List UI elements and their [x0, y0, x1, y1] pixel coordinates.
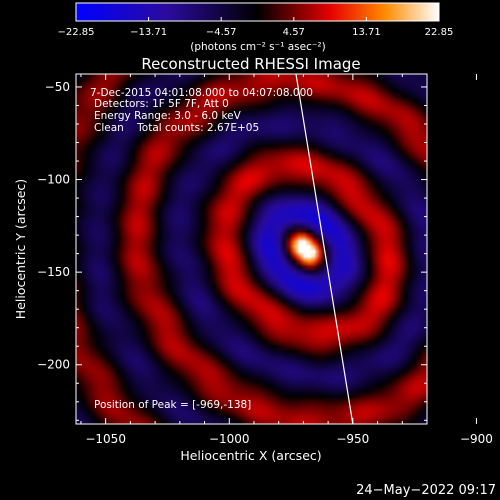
colorbar-tick-label: 22.85 [425, 27, 454, 38]
x-tick-label: −950 [336, 432, 369, 446]
annotation-total-counts: Clean Total counts: 2.67E+05 [94, 122, 259, 134]
y-axis-label: Heliocentric Y (arcsec) [13, 179, 28, 319]
annotation-block: 7-Dec-2015 04:01:08.000 to 04:07:08.000 … [90, 87, 313, 134]
colorbar-tick-label: −13.71 [130, 27, 167, 38]
annotation-detectors: Detectors: 1F 5F 7F, Att 0 [94, 98, 229, 110]
x-axis-label: Heliocentric X (arcsec) [180, 448, 321, 463]
peak-position-label: Position of Peak = [-969,-138] [94, 399, 251, 411]
y-tick-label: −100 [37, 173, 70, 187]
solar-limb-line [295, 74, 354, 424]
colorbar-tick-label: 4.57 [283, 27, 305, 38]
y-tick-label: −200 [37, 358, 70, 372]
heatmap-raster [76, 74, 427, 424]
y-tick-label: −50 [45, 80, 70, 94]
x-tick-label: −1050 [85, 432, 126, 446]
plot-frame [75, 73, 428, 425]
x-tick-label: −1000 [209, 432, 250, 446]
timestamp: 24−May−2022 09:17 [356, 483, 496, 498]
y-axis-ticks: −50 −100 −150 −200 [37, 80, 427, 421]
annotation-time-range: 7-Dec-2015 04:01:08.000 to 04:07:08.000 [90, 87, 313, 99]
chart-title: Reconstructed RHESSI Image [141, 55, 360, 73]
colorbar-ticks: −22.85 −13.71 −4.57 4.57 13.71 22.85 [57, 17, 453, 38]
x-axis-ticks: −1050 −1000 −950 −900 [80, 74, 493, 446]
colorbar-tick-label: 13.71 [352, 27, 381, 38]
colorbar-units: (photons cm⁻² s⁻¹ asec⁻²) [190, 41, 325, 53]
colorbar-tick-label: −4.57 [206, 27, 237, 38]
annotation-energy-range: Energy Range: 3.0 - 6.0 keV [94, 110, 242, 122]
heatmap-image [76, 74, 427, 424]
colorbar-tick-label: −22.85 [57, 27, 94, 38]
colorbar [75, 2, 440, 22]
x-tick-label: −900 [460, 432, 493, 446]
y-tick-label: −150 [37, 265, 70, 279]
